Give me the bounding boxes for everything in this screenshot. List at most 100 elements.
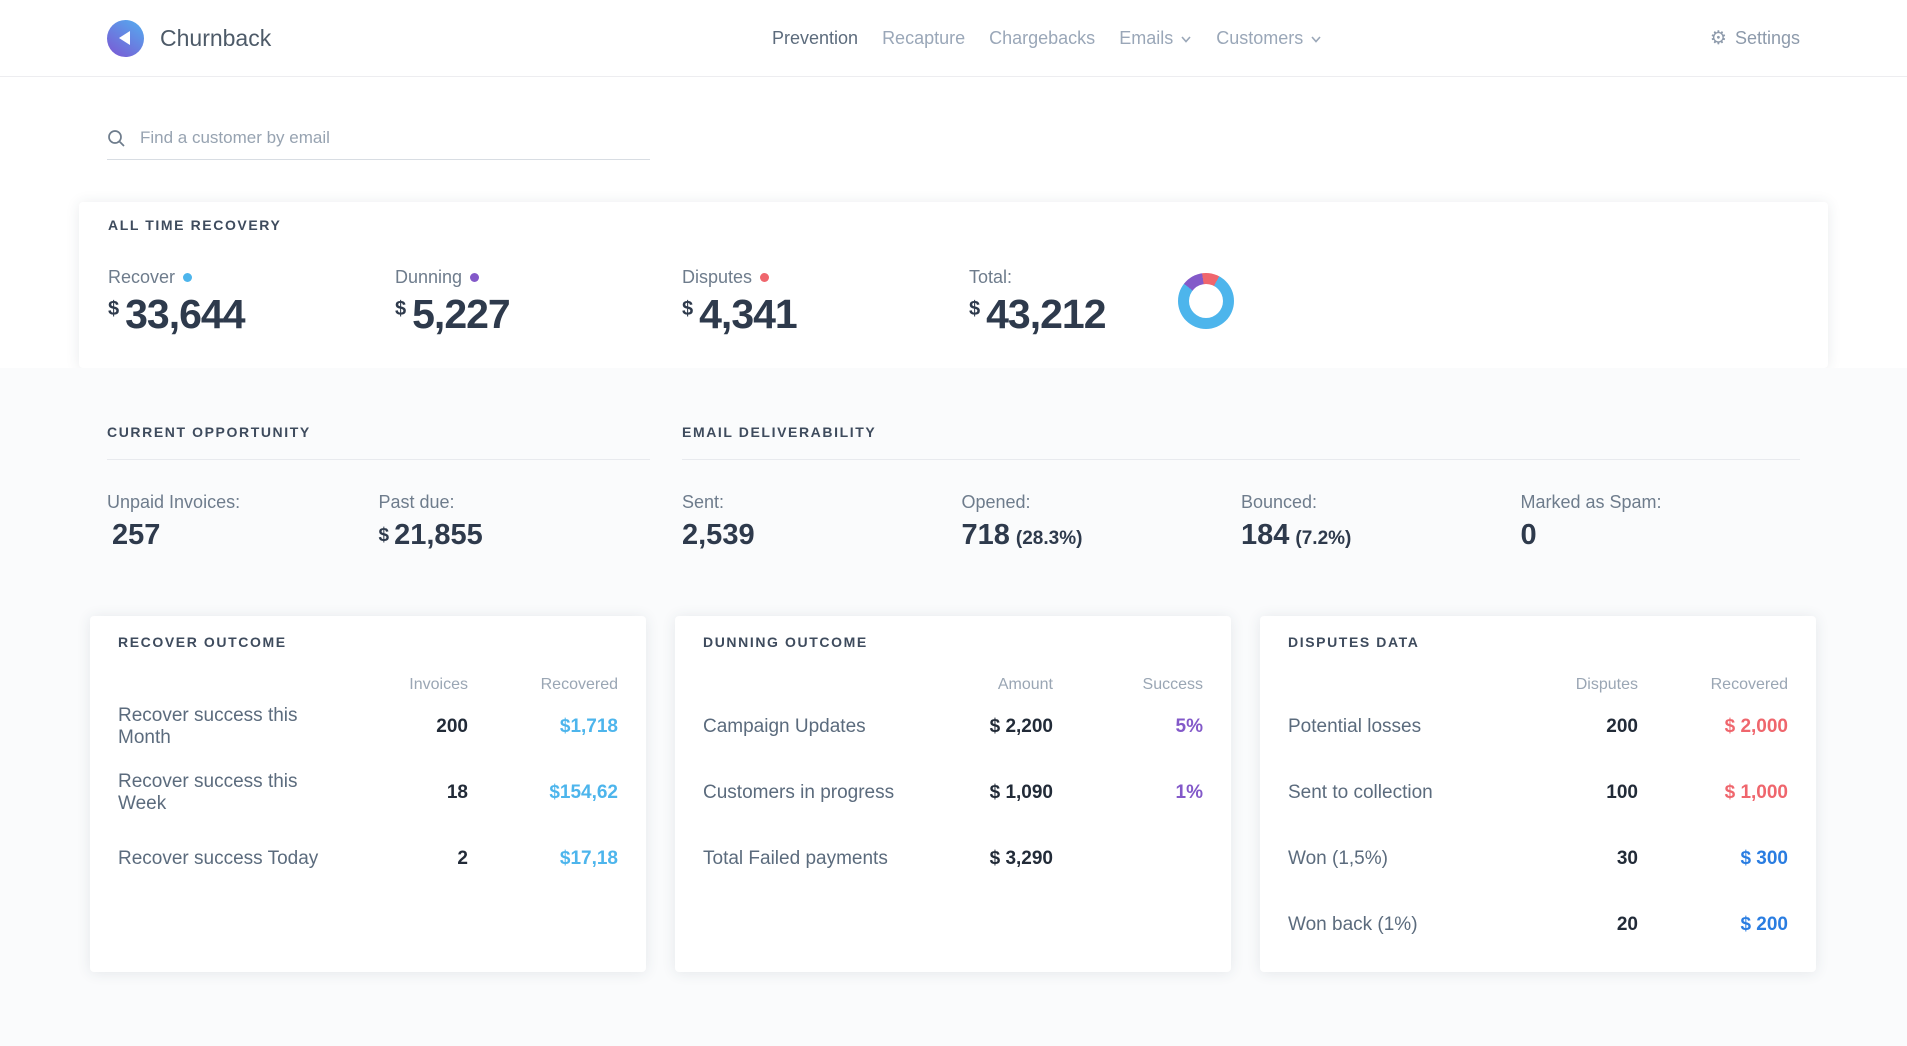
row-amount: $ 1,000 — [1724, 782, 1788, 803]
stat-amount: 2,539 — [682, 519, 755, 551]
brand-name: Churnback — [160, 24, 272, 51]
stat-amount: 43,212 — [986, 291, 1106, 337]
stat-amount: 21,855 — [394, 519, 483, 551]
divider — [682, 459, 1800, 460]
table-header: Disputes Recovered — [1288, 676, 1788, 694]
section-email-deliverability: EMAIL DELIVERABILITY Sent: 2,539 Opened: — [682, 424, 1800, 552]
search-input[interactable] — [140, 128, 650, 148]
currency-sign: $ — [969, 298, 981, 320]
card-all-time-recovery: ALL TIME RECOVERY Recover $33,644 Dunnin… — [79, 202, 1828, 368]
brand-logo — [107, 19, 144, 57]
divider — [107, 459, 650, 460]
stat-opened: Opened: 718 (28.3%) — [962, 492, 1242, 552]
stat-label: Past due: — [379, 492, 651, 513]
cards-row: RECOVER OUTCOME Invoices Recovered Recov… — [90, 616, 1907, 972]
nav-item-recapture[interactable]: Recapture — [882, 28, 965, 49]
navbar: Churnback Prevention Recapture Chargebac… — [0, 0, 1907, 77]
nav-item-prevention[interactable]: Prevention — [772, 28, 858, 49]
stat-label: Opened: — [962, 492, 1242, 513]
stat-label-text: Bounced: — [1241, 492, 1318, 512]
lower-section: CURRENT OPPORTUNITY Unpaid Invoices: 257… — [0, 368, 1907, 1046]
stat-label-text: Past due: — [378, 492, 455, 512]
section-title: RECOVER OUTCOME — [118, 634, 287, 650]
row-label: Recover success Today — [118, 848, 319, 869]
row-amount: $ 1,090 — [989, 782, 1053, 803]
stat-value: 2,539 — [682, 519, 962, 552]
stat-marked-as-spam: Marked as Spam: 0 — [1521, 492, 1801, 552]
info-row: CURRENT OPPORTUNITY Unpaid Invoices: 257… — [0, 368, 1907, 552]
opportunity-stats: Unpaid Invoices: 257 Past due: $21,855 — [107, 492, 650, 552]
table-row: Recover success this Month 200 $1,718 — [118, 694, 618, 760]
stat-value: $5,227 — [395, 291, 682, 338]
currency-sign: $ — [395, 298, 407, 320]
stat-total: Total: $43,212 — [969, 267, 1107, 338]
stat-value: 718 (28.3%) — [962, 519, 1242, 552]
header-spacer — [1288, 676, 1518, 694]
section-title: CURRENT OPPORTUNITY — [107, 424, 311, 440]
card-dunning-outcome: DUNNING OUTCOME Amount Success Campaign … — [675, 616, 1231, 972]
row-amount: $ 3,290 — [989, 848, 1053, 869]
chevron-down-icon — [1311, 35, 1321, 43]
row-label: Potential losses — [1288, 716, 1422, 737]
stat-suffix: (28.3%) — [1015, 528, 1083, 549]
row-label: Recover success this Month — [118, 705, 298, 748]
table-row: Recover success Today 2 $17,18 — [118, 826, 618, 892]
row-count: 2 — [457, 848, 468, 869]
column-header: Recovered — [1710, 676, 1788, 693]
section-title: EMAIL DELIVERABILITY — [682, 424, 877, 440]
section-title: DUNNING OUTCOME — [703, 634, 868, 650]
row-amount: $ 200 — [1740, 914, 1788, 935]
section-title: ALL TIME RECOVERY — [108, 217, 282, 233]
row-success: 1% — [1175, 782, 1203, 803]
nav-item-label: Customers — [1216, 28, 1304, 48]
legend-dot — [183, 273, 193, 282]
stat-value: $43,212 — [969, 291, 1107, 338]
stat-label-text: Disputes — [682, 267, 753, 287]
row-count: 30 — [1616, 848, 1638, 869]
stat-disputes: Disputes $4,341 — [682, 267, 969, 338]
stat-label-text: Dunning — [395, 267, 463, 287]
search-icon — [108, 129, 125, 147]
stat-value: $21,855 — [379, 519, 651, 552]
currency-sign: $ — [378, 525, 390, 546]
stat-value: $33,644 — [108, 291, 395, 338]
settings-button[interactable]: ⚙ Settings — [1710, 28, 1800, 49]
table-header: Invoices Recovered — [118, 676, 618, 694]
row-count: 20 — [1616, 914, 1638, 935]
stat-amount: 0 — [1520, 519, 1537, 551]
stat-value: 0 — [1521, 519, 1801, 552]
nav-item-emails[interactable]: Emails — [1119, 28, 1192, 49]
column-header: Amount — [997, 676, 1053, 693]
stat-label: Total: — [969, 267, 1106, 288]
currency-sign: $ — [682, 298, 694, 320]
play-left-icon — [118, 31, 130, 45]
stat-label: Sent: — [682, 492, 962, 513]
section-current-opportunity: CURRENT OPPORTUNITY Unpaid Invoices: 257… — [107, 424, 650, 552]
row-amount: $1,718 — [559, 716, 618, 737]
stat-amount: 5,227 — [412, 291, 511, 337]
donut-chart — [1177, 273, 1234, 329]
table-row: Sent to collection 100 $ 1,000 — [1288, 760, 1788, 826]
chevron-down-icon — [1181, 35, 1191, 43]
table-row: Won back (1%) 20 $ 200 — [1288, 892, 1788, 958]
nav-item-chargebacks[interactable]: Chargebacks — [989, 28, 1095, 49]
row-amount: $ 2,200 — [989, 716, 1053, 737]
stat-past-due: Past due: $21,855 — [379, 492, 651, 552]
brand[interactable]: Churnback — [107, 19, 272, 57]
column-header: Success — [1142, 676, 1203, 693]
row-label: Campaign Updates — [703, 716, 866, 737]
nav-item-customers[interactable]: Customers — [1216, 28, 1322, 49]
row-amount: $154,62 — [549, 782, 618, 803]
settings-label: Settings — [1734, 27, 1800, 48]
stat-unpaid-invoices: Unpaid Invoices: 257 — [107, 492, 379, 552]
row-count: 200 — [436, 716, 468, 737]
row-label: Recover success this Week — [118, 771, 298, 814]
table-header: Amount Success — [703, 676, 1203, 694]
row-label: Won back (1%) — [1288, 914, 1418, 935]
customer-search — [107, 128, 650, 160]
stat-label-text: Opened: — [961, 492, 1031, 512]
stat-amount: 33,644 — [125, 291, 245, 337]
column-header: Recovered — [540, 676, 618, 693]
stat-label-text: Unpaid Invoices: — [107, 492, 241, 512]
deliverability-stats: Sent: 2,539 Opened: 718 (28.3%) — [682, 492, 1800, 552]
